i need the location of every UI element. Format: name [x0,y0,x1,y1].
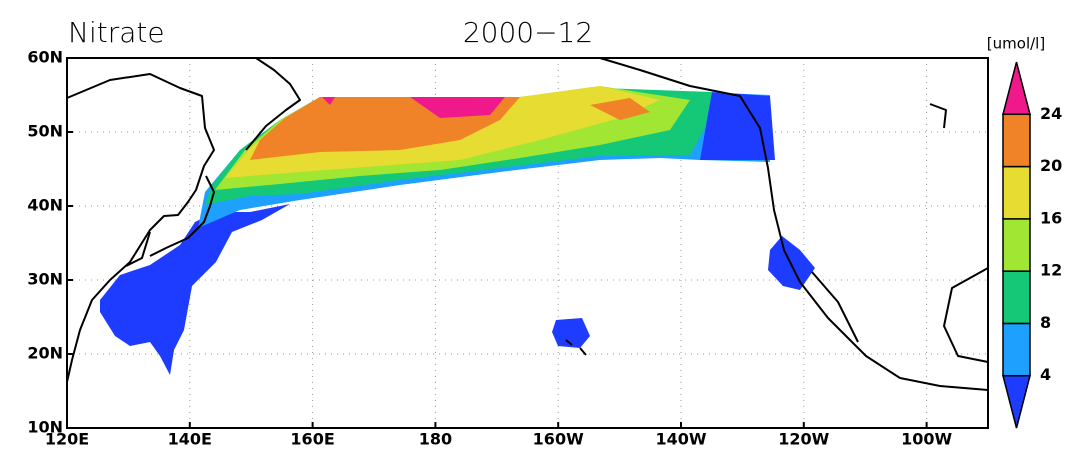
x-tick-label: 160W [533,430,584,449]
colorbar: 4 8 12 16 20 24 [1002,61,1062,429]
x-tick-label: 140W [655,430,706,449]
region [410,97,505,118]
colorbar-box [1002,218,1031,272]
colorbar-label: 16 [1040,208,1062,227]
x-tick-label: 160E [290,430,334,449]
coastline [149,175,215,257]
coastline [245,57,301,151]
date: 2000−12 [463,16,593,49]
y-tick-label: 60N [27,48,63,67]
map-frame [66,57,989,429]
colorbar-label: 8 [1040,313,1051,332]
colorbar-triangle [1002,61,1031,116]
region [552,318,590,348]
y-tick-label: 50N [27,122,63,141]
region [100,204,290,375]
coastlines [66,57,989,391]
field [100,86,815,375]
region [322,97,335,105]
y-tick-label: 30N [27,270,63,289]
x-tick-label: 120E [45,430,89,449]
region [590,98,650,120]
colorbar-triangle [1002,374,1031,429]
unit: [umol/l] [987,35,1045,53]
colorbar-label: 20 [1040,156,1062,175]
region [700,92,775,160]
x-tick-label: 120W [778,430,829,449]
coastline [811,271,859,343]
coastline [125,231,151,267]
colorbar-label: 24 [1040,104,1062,123]
coastline [599,57,989,391]
title: Nitrate [68,16,165,49]
coastline [943,267,989,363]
x-tick-label: 140E [168,430,212,449]
coastline [565,339,587,356]
coastline [66,73,215,383]
axes: 120E 140E 160E 180 160W 140W 120W 100W 10N 20N 30N… [27,48,952,449]
coastline [929,103,947,129]
colorbar-label: 12 [1040,261,1062,280]
y-tick-label: 20N [27,344,63,363]
colorbar-box [1002,113,1031,168]
y-tick-label: 10N [27,418,63,437]
x-tick-label: 100W [901,430,952,449]
colorbar-label: 4 [1040,365,1051,384]
y-tick-label: 40N [27,196,63,215]
x-tick-label: 180 [419,430,452,449]
colorbar-box [1002,270,1031,325]
colorbar-box [1002,165,1031,220]
colorbar-box [1002,322,1031,377]
